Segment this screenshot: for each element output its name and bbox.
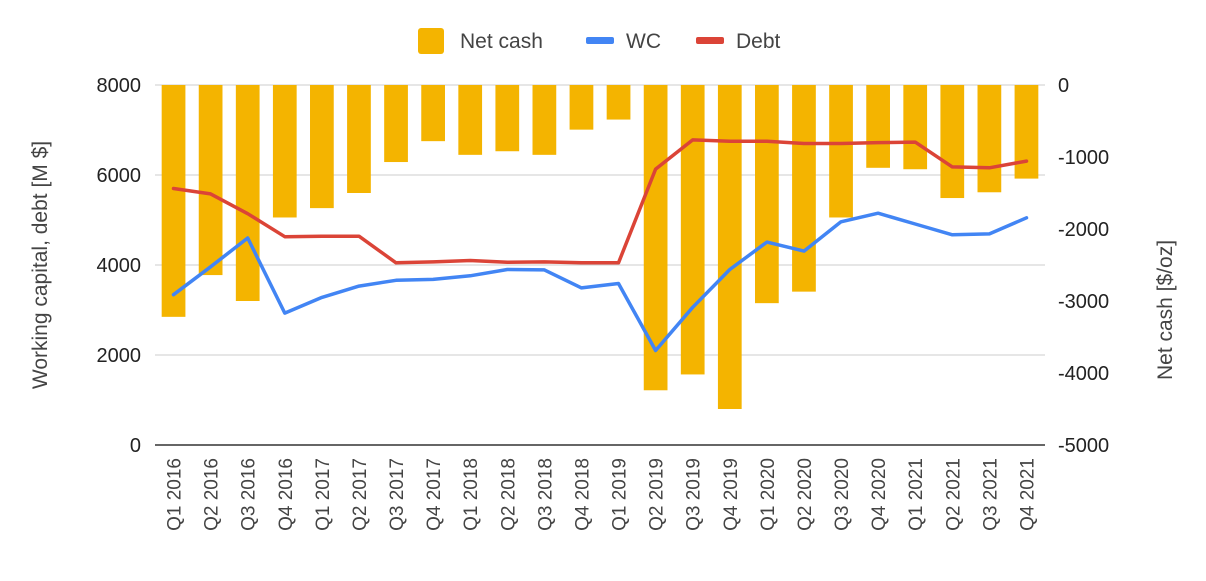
x-axis-ticks: Q1 2016 Q2 2016 Q3 2016 Q4 2016 Q1 2017 Q2 20… — [165, 458, 1039, 531]
x-tick-label: Q3 2016 — [239, 458, 260, 531]
net-cash-bar — [347, 85, 371, 193]
y-axis-title: Working capital, debt [M $] — [29, 141, 52, 389]
x-tick-label: Q2 2017 — [350, 458, 371, 531]
x-tick-label: Q1 2017 — [313, 458, 334, 531]
net-cash-bar — [940, 85, 965, 199]
net-cash-bar — [829, 85, 853, 218]
x-tick-label: Q2 2019 — [647, 458, 668, 531]
wc-line — [171, 211, 1029, 353]
net-cash-bar — [977, 85, 1002, 193]
left-axis-ticks: 8000 6000 4000 2000 0 — [97, 75, 142, 457]
net-cash-bar — [792, 85, 816, 292]
y-tick-label: 6000 — [97, 165, 142, 187]
y-tick-label: 0 — [130, 435, 141, 457]
x-tick-label: Q4 2016 — [276, 458, 297, 531]
x-tick-label: Q1 2020 — [758, 458, 779, 531]
x-tick-label: Q1 2016 — [165, 458, 186, 531]
x-tick-label: Q2 2021 — [943, 458, 964, 531]
net-cash-bar — [458, 85, 483, 155]
net-cash-bar — [606, 85, 631, 120]
line-series — [171, 138, 1029, 353]
x-tick-label: Q3 2018 — [535, 458, 556, 531]
y-tick-label: 2000 — [97, 345, 142, 367]
x-tick-label: Q1 2018 — [461, 458, 482, 531]
net-cash-bar — [1014, 85, 1039, 179]
net-cash-bar — [866, 85, 890, 168]
gridlines — [155, 84, 1045, 356]
legend-debt-label: Debt — [736, 30, 781, 53]
x-tick-label: Q4 2017 — [424, 458, 445, 531]
y2-tick-label: -5000 — [1058, 435, 1109, 457]
net-cash-bar — [310, 85, 334, 209]
right-axis-ticks: 0 -1000 -2000 -3000 -4000 -5000 — [1058, 75, 1109, 457]
legend-debt-swatch — [696, 37, 724, 44]
x-tick-label: Q2 2020 — [795, 458, 816, 531]
legend: Net cash WC Debt — [418, 28, 781, 54]
legend-net-cash-swatch — [418, 28, 444, 54]
net-cash-bar — [680, 85, 705, 375]
legend-net-cash-label: Net cash — [460, 30, 543, 53]
net-cash-bar — [495, 85, 520, 152]
y2-tick-label: -3000 — [1058, 291, 1109, 313]
net-cash-bar — [569, 85, 594, 130]
y2-tick-label: -4000 — [1058, 363, 1109, 385]
net-cash-bars — [161, 85, 1039, 409]
debt-line — [171, 138, 1029, 265]
net-cash-bar — [421, 85, 445, 142]
legend-wc-swatch — [586, 37, 614, 44]
y2-tick-label: -2000 — [1058, 219, 1109, 241]
y-tick-label: 4000 — [97, 255, 142, 277]
net-cash-bar — [643, 85, 668, 391]
y2-tick-label: 0 — [1058, 75, 1069, 97]
net-cash-bar — [384, 85, 408, 163]
x-tick-label: Q1 2021 — [906, 458, 927, 531]
x-tick-label: Q4 2021 — [1017, 458, 1038, 531]
net-cash-bar — [235, 85, 260, 301]
x-tick-label: Q4 2018 — [572, 458, 593, 531]
x-tick-label: Q3 2017 — [387, 458, 408, 531]
legend-wc-label: WC — [626, 30, 661, 53]
net-cash-bar — [272, 85, 297, 218]
x-tick-label: Q3 2020 — [832, 458, 853, 531]
net-cash-bar — [532, 85, 557, 155]
y2-axis-title: Net cash [$/oz] — [1154, 240, 1177, 380]
net-cash-bar — [198, 85, 223, 276]
x-tick-label: Q3 2021 — [980, 458, 1001, 531]
x-tick-label: Q4 2019 — [721, 458, 742, 531]
x-tick-label: Q1 2019 — [610, 458, 631, 531]
y-tick-label: 8000 — [97, 75, 142, 97]
y2-tick-label: -1000 — [1058, 147, 1109, 169]
x-tick-label: Q2 2018 — [498, 458, 519, 531]
net-cash-bar — [755, 85, 779, 304]
net-cash-bar — [161, 85, 186, 317]
net-cash-bar — [717, 85, 742, 409]
x-tick-label: Q2 2016 — [202, 458, 223, 531]
x-tick-label: Q3 2019 — [684, 458, 705, 531]
net-cash-bar — [903, 85, 928, 170]
x-tick-label: Q4 2020 — [869, 458, 890, 531]
